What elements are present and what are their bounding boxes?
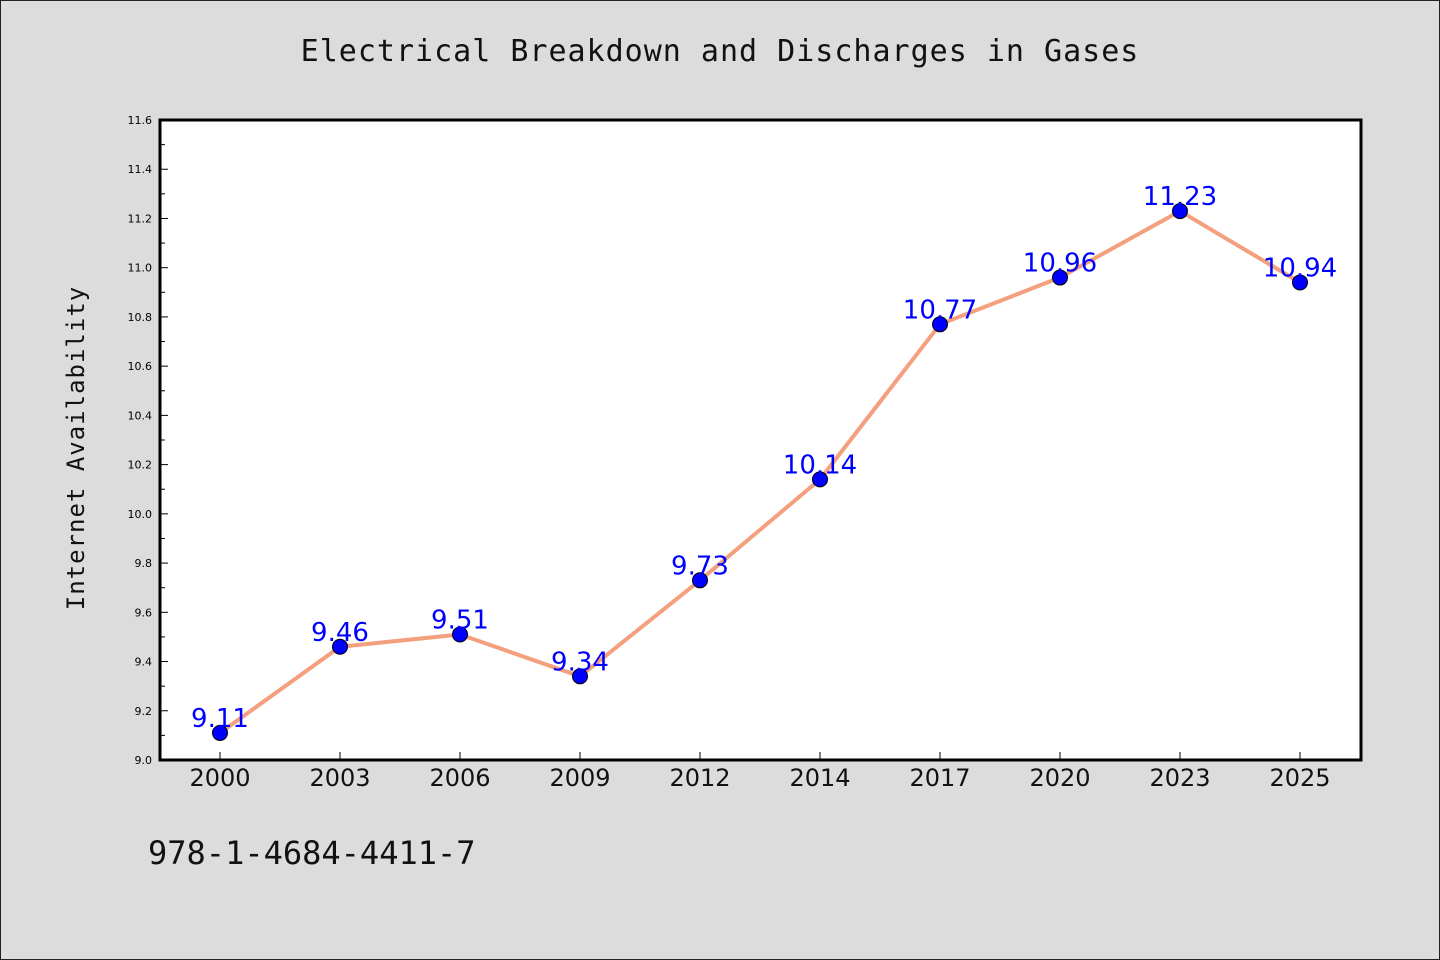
series-layer: 9.11 9.46 9.51 9.34 9.73 10.14 10.77 10.96 11.23… [191, 182, 1337, 741]
data-label: 9.34 [551, 647, 609, 677]
data-point [692, 572, 708, 589]
data-point [1292, 274, 1308, 291]
x-tick-label: 2009 [549, 764, 610, 792]
x-tick-label: 2025 [1269, 764, 1330, 792]
data-point [332, 638, 348, 655]
plot-border [158, 118, 1363, 762]
data-label: 9.73 [671, 551, 729, 581]
y-tick-label: 10.2 [128, 459, 153, 472]
y-tick-label: 9.0 [135, 754, 153, 767]
y-tick-label: 11.0 [128, 262, 153, 275]
x-tick-label: 2006 [429, 764, 490, 792]
x-tick-label: 2014 [789, 764, 850, 792]
data-label: 10.96 [1023, 249, 1097, 279]
x-tick-label: 2000 [189, 764, 250, 792]
data-point [212, 724, 228, 741]
data-point [452, 626, 468, 643]
data-point [1052, 269, 1068, 286]
y-tick-label: 11.6 [128, 114, 153, 127]
y-tick-label: 11.4 [128, 163, 153, 176]
data-label: 9.51 [431, 605, 489, 635]
chart-title: Electrical Breakdown and Discharges in G… [300, 34, 1140, 69]
plot-area [160, 120, 1361, 760]
data-point [932, 316, 948, 333]
y-tick-label: 10.0 [128, 508, 153, 521]
x-tick-label: 2012 [669, 764, 730, 792]
y-tick-label: 11.2 [128, 212, 153, 225]
isbn-footnote: 978-1-4684-4411-7 [148, 834, 476, 872]
y-tick-label: 10.6 [128, 360, 153, 373]
data-point [1172, 203, 1188, 220]
data-label: 10.77 [903, 295, 977, 325]
data-point [812, 471, 828, 488]
data-label: 9.11 [191, 704, 249, 734]
data-label: 9.46 [311, 618, 369, 648]
data-label: 11.23 [1143, 182, 1217, 212]
data-point [572, 668, 588, 685]
data-label: 10.94 [1263, 253, 1337, 283]
x-tick-label: 2017 [909, 764, 970, 792]
x-tick-label: 2023 [1149, 764, 1210, 792]
y-tick-label: 10.8 [128, 311, 153, 324]
y-tick-label: 9.2 [135, 705, 153, 718]
y-tick-label: 9.8 [135, 557, 153, 570]
y-tick-label: 10.4 [128, 409, 153, 422]
y-axis: 9.0 9.2 9.4 9.6 9.8 10.0 10.2 10.4 10.6 10.8 11.0 1… [128, 114, 168, 767]
series-line [218, 209, 1302, 735]
data-label: 10.14 [783, 450, 857, 480]
y-tick-label: 9.4 [135, 656, 153, 669]
y-tick-label: 9.6 [135, 606, 153, 619]
x-tick-label: 2020 [1029, 764, 1090, 792]
x-axis: 2000 2003 2006 2009 2012 2014 2017 2020 2023 2025 [189, 752, 1331, 792]
x-tick-label: 2003 [309, 764, 370, 792]
